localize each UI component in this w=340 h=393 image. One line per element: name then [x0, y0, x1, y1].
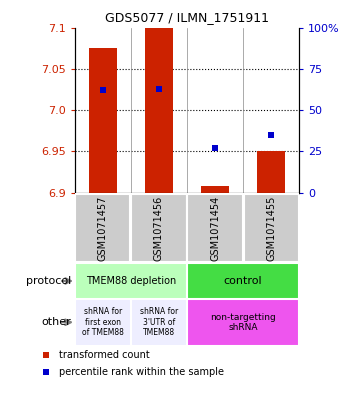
Text: GSM1071455: GSM1071455	[266, 195, 276, 261]
Text: GSM1071454: GSM1071454	[210, 195, 220, 261]
Text: GSM1071456: GSM1071456	[154, 195, 164, 261]
Bar	[145, 28, 173, 193]
Text: non-targetting
shRNA: non-targetting shRNA	[210, 312, 276, 332]
Bar	[75, 263, 187, 299]
Bar	[131, 299, 187, 346]
Text: percentile rank within the sample: percentile rank within the sample	[59, 367, 224, 377]
Text: TMEM88 depletion: TMEM88 depletion	[86, 276, 176, 286]
Text: GSM1071457: GSM1071457	[98, 195, 108, 261]
Text: shRNA for
3'UTR of
TMEM88: shRNA for 3'UTR of TMEM88	[140, 307, 178, 337]
Text: other: other	[41, 317, 71, 327]
Bar	[243, 194, 299, 262]
Title: GDS5077 / ILMN_1751911: GDS5077 / ILMN_1751911	[105, 11, 269, 24]
Text: control: control	[224, 276, 262, 286]
Bar	[187, 263, 299, 299]
Bar	[187, 299, 299, 346]
Bar	[75, 299, 131, 346]
Bar	[89, 48, 117, 193]
Text: transformed count: transformed count	[59, 350, 150, 360]
Bar	[187, 194, 243, 262]
Bar	[75, 194, 131, 262]
Bar	[131, 194, 187, 262]
Text: shRNA for
first exon
of TMEM88: shRNA for first exon of TMEM88	[82, 307, 124, 337]
Bar	[201, 186, 229, 193]
Bar	[257, 151, 285, 193]
Text: protocol: protocol	[26, 276, 71, 286]
